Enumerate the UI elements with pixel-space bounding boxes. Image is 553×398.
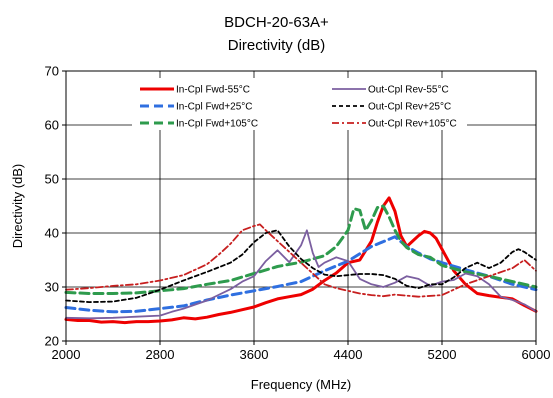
series-line-5 bbox=[65, 229, 537, 304]
y-tick-label: 20 bbox=[45, 334, 59, 349]
legend-box bbox=[132, 78, 467, 130]
y-tick-label: 50 bbox=[45, 172, 59, 187]
x-axis-label: Frequency (MHz) bbox=[251, 377, 351, 392]
y-tick-label: 60 bbox=[45, 118, 59, 133]
x-tick-label: 2000 bbox=[52, 347, 81, 362]
x-tick-label: 5200 bbox=[428, 347, 457, 362]
x-tick-label: 4400 bbox=[334, 347, 363, 362]
series-line-6 bbox=[65, 223, 537, 298]
y-tick-label: 40 bbox=[45, 226, 59, 241]
series-line-2 bbox=[64, 235, 538, 314]
y-axis-label: Directivity (dB) bbox=[10, 164, 25, 249]
y-tick-label: 30 bbox=[45, 280, 59, 295]
series-line-1 bbox=[64, 196, 538, 325]
y-tick-label: 70 bbox=[45, 64, 59, 79]
legend-label-3: In-Cpl Fwd+105°C bbox=[176, 119, 258, 130]
legend-label-5: Out-Cpl Rev+25°C bbox=[368, 102, 451, 113]
x-tick-label: 6000 bbox=[522, 347, 551, 362]
x-tick-label: 3600 bbox=[240, 347, 269, 362]
legend-label-2: In-Cpl Fwd+25°C bbox=[176, 102, 253, 113]
plot-border bbox=[65, 70, 537, 342]
series-line-3 bbox=[64, 204, 538, 295]
legend-label-1: In-Cpl Fwd-55°C bbox=[176, 85, 250, 96]
x-tick-label: 2800 bbox=[146, 347, 175, 362]
series-line-4 bbox=[65, 229, 537, 320]
legend-label-6: Out-Cpl Rev+105°C bbox=[368, 119, 457, 130]
legend-label-4: Out-Cpl Rev-55°C bbox=[368, 85, 449, 96]
chart-subtitle: Directivity (dB) bbox=[227, 37, 326, 54]
chart-title: BDCH-20-63A+ bbox=[224, 14, 329, 31]
